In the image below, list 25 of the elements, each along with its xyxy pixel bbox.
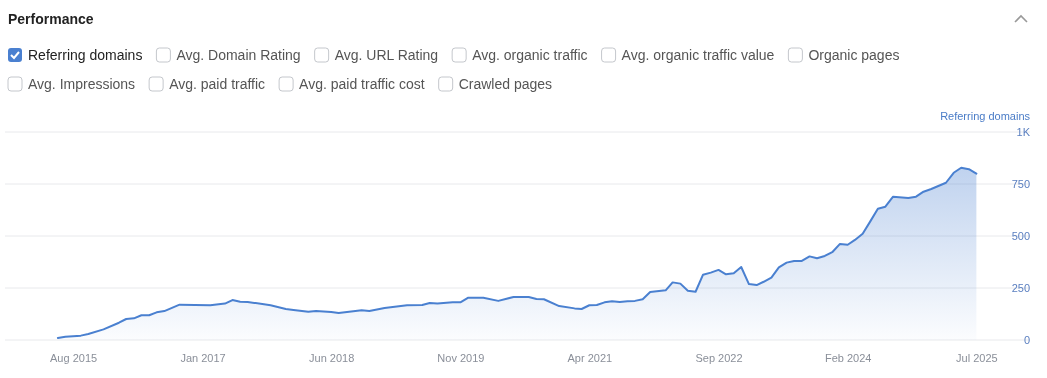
- checkbox: Avg. organic traffic: [451, 47, 588, 63]
- x-tick-label: Aug 2015: [50, 351, 98, 364]
- x-tick-label: Jun 2018: [309, 351, 355, 364]
- checkbox: Avg. organic traffic value: [601, 47, 775, 63]
- x-tick-label: Sep 2022: [695, 351, 743, 364]
- checkbox: Avg. URL Rating: [314, 47, 439, 63]
- chart-title: Performance: [8, 11, 94, 27]
- y-tick-label: 500: [1011, 230, 1030, 243]
- x-tick-label: Jul 2025: [956, 351, 998, 364]
- x-tick-label: Feb 2024: [824, 351, 872, 364]
- legend-label: Referring domains: [28, 47, 143, 63]
- x-tick-label: Jan 2017: [180, 351, 226, 364]
- y-tick-label: 1K: [1016, 126, 1031, 139]
- x-tick-label: Apr 2021: [567, 351, 613, 364]
- y-axis-title: Referring domains: [940, 110, 1031, 122]
- x-tick-label: Nov 2019: [437, 351, 485, 364]
- checkbox: Avg. paid traffic: [148, 76, 266, 92]
- y-tick-label: 250: [1011, 282, 1030, 295]
- y-tick-label: 0: [1023, 334, 1030, 347]
- checkbox: Avg. Impressions: [7, 76, 136, 92]
- checkbox: Avg. Domain Rating: [155, 47, 301, 63]
- checkbox: Organic pages: [787, 47, 900, 63]
- y-tick-label: 750: [1011, 178, 1030, 191]
- checkbox: Crawled pages: [438, 76, 553, 92]
- checkbox: Avg. paid traffic cost: [278, 76, 425, 92]
